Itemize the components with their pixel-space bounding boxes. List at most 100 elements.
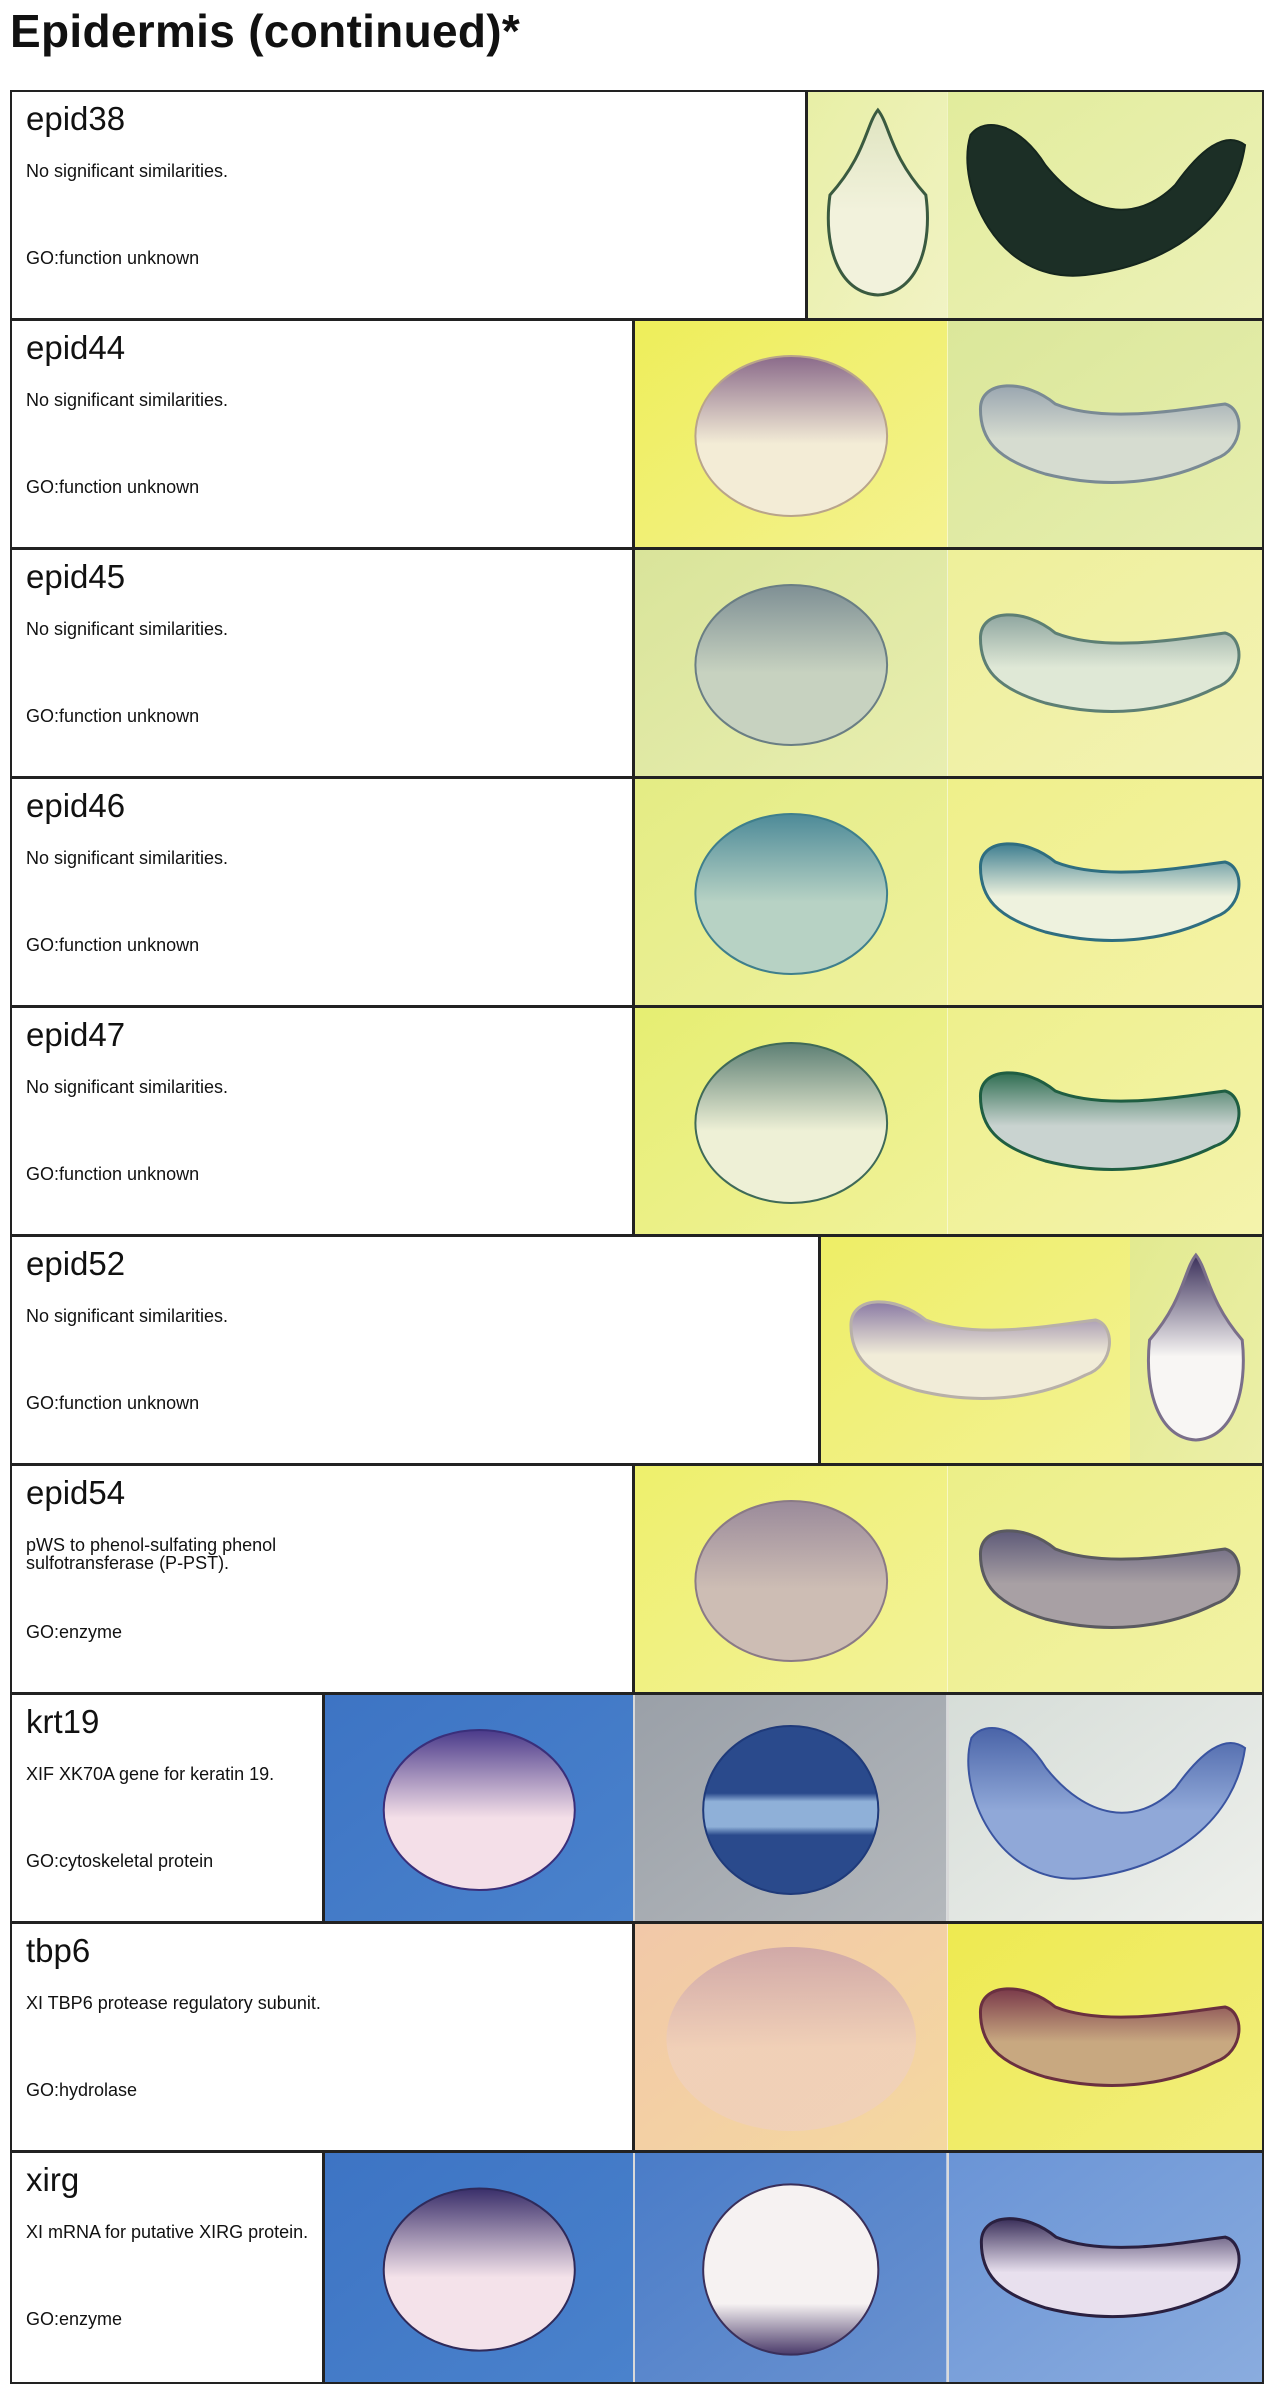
gene-name: epid52 — [26, 1245, 126, 1282]
expression-table: epid38 No significant similarities. GO:fun… — [10, 90, 1264, 2384]
embryo-image — [947, 550, 1262, 776]
table-row-krt19: krt19 XIF XK70A gene for keratin 19. GO:cy… — [12, 1695, 1262, 1924]
gene-description: No significant similarities. — [26, 848, 229, 868]
embryo-tailbud — [978, 842, 1240, 942]
in-situ-image-panel — [324, 1695, 636, 1921]
go-annotation: GO:cytoskeletal protein — [26, 1851, 214, 1871]
gene-info-cell: epid47 No significant similarities. GO:fun… — [12, 1008, 635, 1234]
gene-description: XI TBP6 protease regulatory subunit. — [26, 1993, 321, 2013]
gene-name: epid38 — [26, 100, 126, 137]
in-situ-image-panel — [635, 2153, 949, 2382]
embryo-ucurve-light — [966, 1727, 1246, 1880]
in-situ-image-panel — [1130, 1237, 1262, 1463]
gene-description: XIF XK70A gene for keratin 19. — [26, 1764, 275, 1784]
gene-name: epid44 — [26, 329, 126, 366]
table-row-epid38: epid38 No significant similarities. GO:fun… — [12, 92, 1263, 321]
in-situ-image-panel — [820, 1237, 1131, 1463]
go-annotation: GO:function unknown — [26, 1393, 200, 1413]
embryo-round — [382, 2187, 576, 2352]
embryo-image — [947, 779, 1262, 1005]
embryo-sphere-band — [702, 1725, 880, 1895]
gene-name: epid46 — [26, 787, 126, 824]
gene-name: tbp6 — [26, 1932, 91, 1969]
embryo-image — [947, 92, 1263, 318]
embryo-round — [694, 355, 889, 517]
gene-description: No significant similarities. — [26, 161, 229, 181]
gene-info-cell: epid38 No significant similarities. GO:fun… — [12, 92, 808, 318]
embryo-round — [382, 1729, 576, 1891]
gene-info-cell: epid44 No significant similarities. GO:fun… — [12, 321, 635, 547]
in-situ-image-panel — [947, 92, 1263, 318]
embryo-image — [820, 1237, 1131, 1463]
table-row-epid44: epid44 No significant similarities. GO:fun… — [12, 321, 1262, 550]
gene-info-cell: epid52 No significant similarities. GO:fun… — [12, 1237, 821, 1463]
embryo-image — [947, 1924, 1262, 2150]
go-annotation: GO:function unknown — [26, 1164, 200, 1184]
gene-name: xirg — [26, 2161, 80, 2198]
in-situ-image-panel — [635, 1695, 949, 1921]
embryo-image — [635, 779, 948, 1005]
table-row-epid46: epid46 No significant similarities. GO:fun… — [12, 779, 1262, 1008]
embryo-image — [324, 2153, 634, 2382]
embryo-round — [694, 1042, 889, 1204]
embryo-round-faint — [666, 1947, 917, 2131]
embryo-image — [635, 321, 948, 547]
go-annotation: GO:function unknown — [26, 477, 200, 497]
embryo-image — [947, 1008, 1262, 1234]
embryo-tailbud — [849, 1300, 1111, 1400]
embryo-image — [635, 2153, 947, 2382]
table-row-tbp6: tbp6 XI TBP6 protease regulatory subunit.… — [12, 1924, 1262, 2153]
figure-title: Epidermis (continued)* — [10, 5, 521, 57]
gene-description: No significant similarities. — [26, 619, 229, 639]
embryo-image — [947, 1466, 1262, 1692]
in-situ-image-panel — [948, 2153, 1262, 2382]
go-annotation: GO:enzyme — [26, 2309, 123, 2329]
embryo-image — [807, 92, 948, 318]
in-situ-image-panel — [635, 1924, 948, 2150]
in-situ-image-panel — [635, 1008, 948, 1234]
embryo-image — [635, 1924, 948, 2150]
gene-info-cell: epid45 No significant similarities. GO:fun… — [12, 550, 635, 776]
in-situ-image-panel — [324, 2153, 636, 2382]
gene-name: epid47 — [26, 1016, 126, 1053]
gene-info-cell: xirg XI mRNA for putative XIRG protein. GO… — [12, 2153, 325, 2382]
embryo-image — [324, 1695, 634, 1921]
gene-description: pWS to phenol-sulfating phenol sulfotran… — [26, 1535, 277, 1573]
in-situ-image-panel — [635, 779, 948, 1005]
in-situ-image-panel — [947, 1924, 1262, 2150]
embryo-tailbud — [978, 384, 1240, 484]
gene-description: No significant similarities. — [26, 1077, 229, 1097]
go-annotation: GO:hydrolase — [26, 2080, 138, 2100]
embryo-image — [635, 1466, 948, 1692]
embryo-image — [635, 1695, 947, 1921]
table-row-xirg: xirg XI mRNA for putative XIRG protein. GO… — [12, 2153, 1262, 2382]
table-row-epid52: epid52 No significant similarities. GO:fun… — [12, 1237, 1262, 1466]
gene-description: No significant similarities. — [26, 1306, 229, 1326]
gene-info-cell: tbp6 XI TBP6 protease regulatory subunit.… — [12, 1924, 635, 2150]
gene-name: krt19 — [26, 1703, 100, 1740]
in-situ-image-panel — [635, 550, 948, 776]
embryo-tailbud — [978, 1071, 1240, 1171]
gene-info-cell: krt19 XIF XK70A gene for keratin 19. GO:cy… — [12, 1695, 325, 1921]
embryo-pear — [826, 107, 929, 297]
in-situ-image-panel — [948, 1695, 1262, 1921]
embryo-image — [948, 1695, 1262, 1921]
embryo-round — [694, 813, 889, 975]
embryo-tailbud — [978, 1987, 1240, 2087]
in-situ-image-panel — [947, 779, 1262, 1005]
in-situ-image-panel — [947, 321, 1262, 547]
embryo-round — [694, 1500, 889, 1662]
in-situ-image-panel — [947, 550, 1262, 776]
embryo-image — [948, 2153, 1262, 2382]
gene-name: epid45 — [26, 558, 126, 595]
gene-description: XI mRNA for putative XIRG protein. — [26, 2222, 309, 2242]
embryo-sphere-white — [702, 2183, 880, 2356]
gene-info-cell: epid46 No significant similarities. GO:fun… — [12, 779, 635, 1005]
table-row-epid47: epid47 No significant similarities. GO:fun… — [12, 1008, 1262, 1237]
embryo-image — [1130, 1237, 1262, 1463]
table-row-epid45: epid45 No significant similarities. GO:fun… — [12, 550, 1262, 779]
in-situ-image-panel — [947, 1466, 1262, 1692]
gene-description: No significant similarities. — [26, 390, 229, 410]
embryo-tailbud — [978, 1529, 1240, 1629]
in-situ-image-panel — [635, 1466, 948, 1692]
